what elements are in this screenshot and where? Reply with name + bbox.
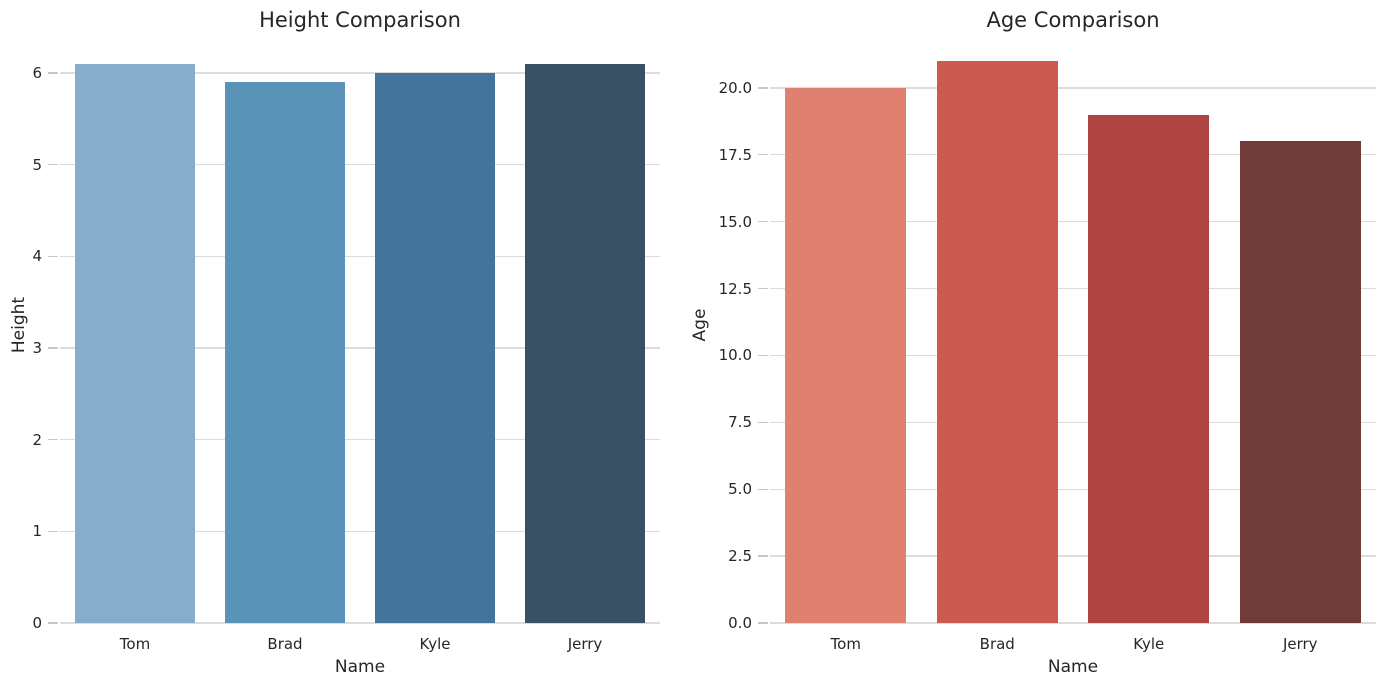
height-gridline-5: [60, 164, 660, 166]
height-gridline-1: [60, 530, 660, 533]
age-ytick-label: 15.0: [718, 212, 752, 231]
age-ytick-mark: [758, 555, 768, 557]
age-ytick-label: 7.5: [728, 413, 752, 432]
age-ytick-label: 0.0: [728, 614, 752, 632]
bar-kyle-height: [375, 73, 495, 623]
height-gridline-3: [60, 347, 660, 349]
age-gridline-5.0: [770, 488, 1376, 490]
age-xtick-label-jerry: Jerry: [1282, 635, 1318, 653]
age-ytick-label: 5.0: [728, 480, 752, 499]
age-gridline-2.5: [770, 555, 1376, 557]
age-xtick-label-tom: Tom: [830, 635, 861, 653]
height-ytick-mark: [48, 439, 58, 441]
height-xtick-label-brad: Brad: [267, 635, 303, 653]
height-gridline-2: [60, 439, 660, 441]
bar-brad-age: [936, 61, 1058, 623]
age-ytick-label: 12.5: [718, 279, 752, 298]
age-ytick-mark: [758, 87, 768, 89]
age-ytick-mark: [758, 154, 768, 156]
bar-tom-height: [75, 63, 195, 623]
age-ytick-mark: [758, 287, 768, 290]
age-ytick-mark: [758, 220, 768, 223]
bar-jerry-age: [1239, 141, 1361, 623]
height-gridline-4: [60, 255, 660, 258]
bar-jerry-height: [525, 63, 645, 623]
age-ytick-label: 2.5: [728, 547, 752, 566]
height-chart-xlabel: Name: [334, 657, 386, 677]
age-xtick-label-brad: Brad: [979, 635, 1015, 653]
height-ytick-label: 6: [32, 64, 42, 83]
height-gridline-0: [60, 622, 660, 624]
age-ytick-mark: [758, 622, 768, 624]
age-ytick-mark: [758, 488, 768, 490]
age-gridline-17.5: [770, 154, 1376, 156]
height-chart-title: Height Comparison: [259, 8, 461, 32]
height-ytick-mark: [48, 72, 58, 74]
height-ytick-label: 0: [32, 614, 42, 632]
age-gridline-0.0: [770, 622, 1376, 624]
height-xtick-label-tom: Tom: [119, 635, 151, 653]
age-ytick-label: 20.0: [718, 78, 752, 97]
height-ytick-label: 2: [32, 430, 42, 449]
age-gridline-7.5: [770, 421, 1376, 423]
age-ytick-mark: [758, 421, 768, 423]
age-gridline-15.0: [770, 220, 1376, 223]
height-xtick-label-jerry: Jerry: [567, 635, 603, 653]
age-gridline-20.0: [770, 87, 1376, 89]
height-ytick-mark: [48, 164, 58, 166]
height-ytick-mark: [48, 255, 58, 258]
age-chart-ylabel: Age: [690, 308, 710, 342]
bar-brad-height: [225, 82, 345, 623]
height-ytick-label: 3: [32, 339, 42, 358]
height-chart-ylabel: Height: [9, 296, 29, 354]
height-ytick-mark: [48, 622, 58, 624]
age-gridline-10.0: [770, 354, 1376, 357]
height-ytick-mark: [48, 530, 58, 533]
age-chart-xlabel: Name: [1047, 657, 1099, 677]
age-ytick-label: 10.0: [718, 346, 752, 365]
bar-tom-age: [785, 87, 907, 623]
height-chart-plot-area: 0 1 2 3 4 5 6 Tom Brad Kyle Jerry: [32, 36, 660, 653]
age-chart-title: Age Comparison: [986, 8, 1160, 32]
bar-kyle-age: [1088, 114, 1210, 623]
height-ytick-label: 1: [32, 522, 42, 541]
age-ytick-mark: [758, 354, 768, 357]
height-gridline-6: [60, 72, 660, 74]
age-chart-plot-area: 0.0 2.5 5.0 7.5 10.0 12.5 15.0 17.5 20.0 Tom Brad K…: [719, 33, 1376, 653]
age-gridline-12.5: [770, 287, 1376, 290]
age-xtick-label-kyle: Kyle: [1133, 635, 1165, 653]
age-ytick-label: 17.5: [718, 145, 752, 164]
height-xtick-label-kyle: Kyle: [419, 635, 451, 653]
height-ytick-label: 5: [32, 155, 42, 174]
height-ytick-mark: [48, 347, 58, 349]
height-ytick-label: 4: [32, 247, 42, 266]
